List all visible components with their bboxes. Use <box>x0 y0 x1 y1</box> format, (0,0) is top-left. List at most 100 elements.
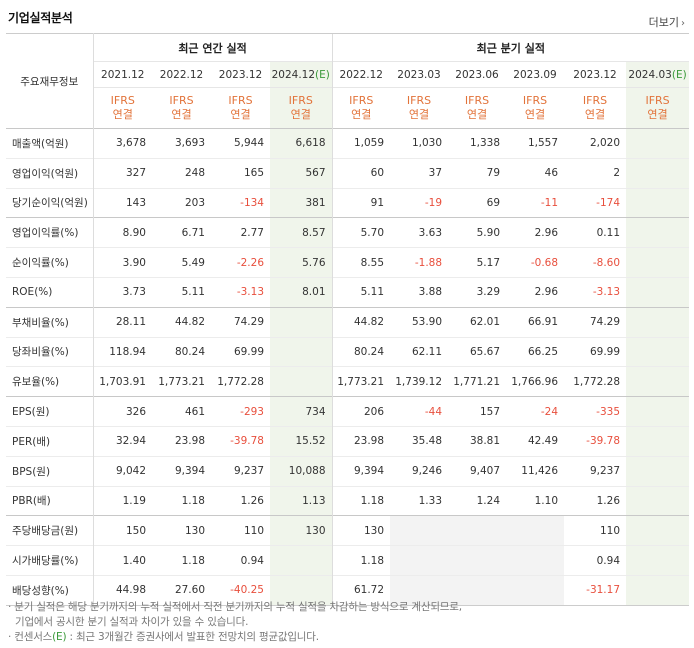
table-cell: 1.10 <box>506 485 565 516</box>
table-cell: 461 <box>152 396 211 427</box>
table-cell: -1.88 <box>390 247 449 278</box>
table-cell: 3,678 <box>93 128 152 159</box>
period-header: 2023.03 <box>390 61 449 88</box>
period-header: 2023.06 <box>448 61 507 88</box>
table-cell: 1,773.21 <box>152 366 211 397</box>
row-label: 당좌비율(%) <box>6 336 94 367</box>
table-cell: 3.90 <box>93 247 152 278</box>
footnote-1b: 기업에서 공시한 분기 실적과 차이가 있을 수 있습니다. <box>15 616 249 628</box>
table-cell: 9,407 <box>448 455 507 487</box>
row-label: 시가배당률(%) <box>6 545 94 576</box>
table-cell: 206 <box>331 396 391 427</box>
table-cell <box>448 545 507 576</box>
table-cell: 69.99 <box>564 336 627 367</box>
table-row: 영업이익(억원) 327 248 165 567 60 37 79 46 2 <box>6 157 690 189</box>
table-row: ROE(%) 3.73 5.11 -3.13 8.01 5.11 3.88 3.29 2.96-… <box>6 276 690 308</box>
table-cell: 1,772.28 <box>211 366 270 397</box>
table-cell: 1.13 <box>270 485 333 516</box>
table-row: BPS(원) 9,042 9,394 9,237 10,088 9,394 9,246 9,4… <box>6 455 690 487</box>
table-cell <box>626 396 690 427</box>
table-cell: 9,394 <box>331 455 391 487</box>
period-header: 2024.03(E) <box>626 61 690 88</box>
table-cell <box>270 336 333 367</box>
table-cell <box>626 187 690 218</box>
table-cell: 110 <box>564 515 627 546</box>
table-cell <box>270 306 333 338</box>
table-cell: 53.90 <box>390 306 449 338</box>
table-cell <box>626 366 690 397</box>
table-cell: 1.18 <box>152 545 211 576</box>
table-cell: 3.88 <box>390 276 449 308</box>
table-cell: 61.72 <box>331 574 391 606</box>
basis-header: IFRS 연결 <box>626 87 690 129</box>
table-cell: 80.24 <box>152 336 211 367</box>
row-label: 부채비율(%) <box>6 306 94 338</box>
more-link[interactable]: 더보기 › <box>649 14 685 30</box>
table-cell: 2.77 <box>211 217 270 248</box>
row-label: BPS(원) <box>6 455 94 487</box>
table-cell: 1.26 <box>564 485 627 516</box>
table-cell: 23.98 <box>331 425 391 457</box>
table-cell: -3.13 <box>211 276 270 308</box>
table-cell: 8.01 <box>270 276 333 308</box>
table-cell <box>626 425 690 457</box>
table-cell <box>506 574 565 606</box>
period-header: 2023.09 <box>506 61 565 88</box>
table-cell: -335 <box>564 396 627 427</box>
table-cell: 1.33 <box>390 485 449 516</box>
table-cell: 8.57 <box>270 217 333 248</box>
table-cell <box>448 574 507 606</box>
table-cell: -11 <box>506 187 565 218</box>
table-cell: 60 <box>331 157 391 189</box>
table-row: 배당성향(%) 44.98 27.60 -40.25 61.72 -31.17 <box>6 574 690 606</box>
table-cell: 9,237 <box>564 455 627 487</box>
table-cell: 118.94 <box>93 336 152 367</box>
table-cell: 74.29 <box>564 306 627 338</box>
footnotes: · 분기 실적은 해당 분기까지의 누적 실적에서 직전 분기까지의 누적 실적… <box>8 600 462 645</box>
period-header: 2021.12 <box>93 61 152 88</box>
table-row: 매출액(억원) 3,678 3,693 5,944 6,618 1,059 1,030 1,3… <box>6 128 690 159</box>
table-cell: -39.78 <box>211 425 270 457</box>
table-cell <box>626 247 690 278</box>
table-row: 시가배당률(%) 1.40 1.18 0.94 1.18 0.94 <box>6 545 690 576</box>
table-cell: 79 <box>448 157 507 189</box>
table-row: PBR(배) 1.19 1.18 1.26 1.13 1.18 1.33 1.24 1.10 1.… <box>6 485 690 516</box>
table-cell: 5.76 <box>270 247 333 278</box>
table-cell: 326 <box>93 396 152 427</box>
table-cell: -31.17 <box>564 574 627 606</box>
table-cell <box>626 128 690 159</box>
table-row: 유보율(%) 1,703.91 1,773.21 1,772.28 1,773.21 1,… <box>6 366 690 397</box>
table-row: 주당배당금(원) 150 130 110 130 130 110 <box>6 515 690 546</box>
table-cell: 0.11 <box>564 217 627 248</box>
table-cell: -174 <box>564 187 627 218</box>
table-cell: 165 <box>211 157 270 189</box>
table-cell: 8.55 <box>331 247 391 278</box>
table-cell: 0.94 <box>211 545 270 576</box>
period-header: 2024.12(E) <box>270 61 333 88</box>
table-cell <box>626 545 690 576</box>
table-cell: 1,338 <box>448 128 507 159</box>
table-cell: 734 <box>270 396 333 427</box>
row-label: 영업이익(억원) <box>6 157 94 189</box>
table-cell: 1,703.91 <box>93 366 152 397</box>
table-cell: 5.11 <box>331 276 391 308</box>
table-cell: 5,944 <box>211 128 270 159</box>
table-cell: 9,237 <box>211 455 270 487</box>
table-cell <box>626 306 690 338</box>
table-cell: 2,020 <box>564 128 627 159</box>
table-cell <box>626 574 690 606</box>
table-cell: 1,557 <box>506 128 565 159</box>
table-cell: 35.48 <box>390 425 449 457</box>
table-cell: 69.99 <box>211 336 270 367</box>
footnote-2: · 컨센서스(E) : 최근 3개월간 증권사에서 발표한 전망치의 평균값입니… <box>8 631 319 643</box>
table-cell: 9,042 <box>93 455 152 487</box>
table-cell: 1,773.21 <box>331 366 391 397</box>
table-row: 부채비율(%) 28.11 44.82 74.29 44.82 53.90 62.01 66.… <box>6 306 690 338</box>
row-label: 배당성향(%) <box>6 574 94 606</box>
table-cell: 1,059 <box>331 128 391 159</box>
row-label: ROE(%) <box>6 276 94 308</box>
table-cell: 62.01 <box>448 306 507 338</box>
basis-header: IFRS 연결 <box>390 87 449 129</box>
table-cell: 1.19 <box>93 485 152 516</box>
table-cell: 32.94 <box>93 425 152 457</box>
